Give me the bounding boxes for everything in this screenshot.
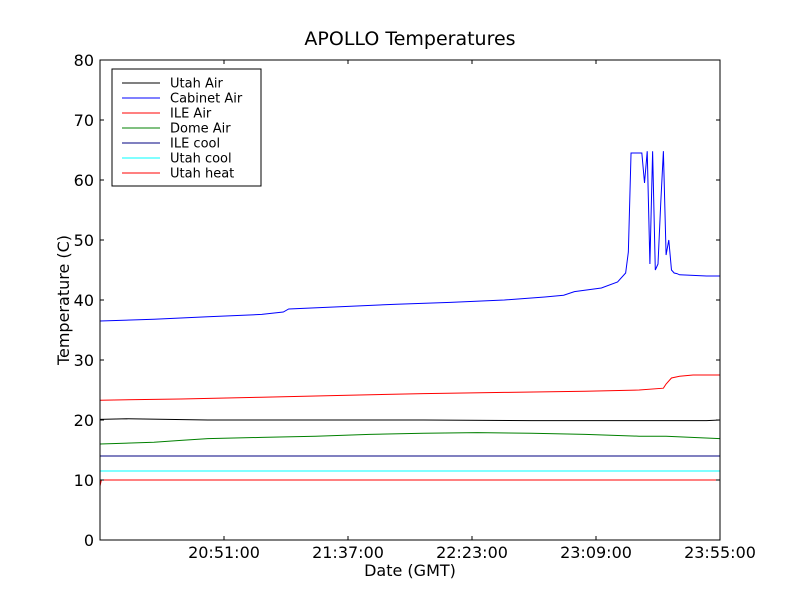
y-tick-label: 40 xyxy=(74,291,94,310)
y-tick-label: 20 xyxy=(74,411,94,430)
legend-label-cabinet-air: Cabinet Air xyxy=(170,92,243,107)
legend-label-utah-heat: Utah heat xyxy=(170,167,234,182)
x-tick-label: 23:55:00 xyxy=(684,543,756,562)
chart-title: APOLLO Temperatures xyxy=(304,28,515,50)
y-tick-label: 70 xyxy=(74,111,94,130)
y-tick-label: 30 xyxy=(74,351,94,370)
y-axis-title: Temperature (C) xyxy=(54,235,73,366)
x-tick-label: 20:51:00 xyxy=(188,543,260,562)
series-line-dome-air xyxy=(99,432,721,445)
series-line-cabinet-air xyxy=(99,151,720,322)
x-tick-label: 23:09:00 xyxy=(560,543,632,562)
x-tick-label: 21:37:00 xyxy=(312,543,384,562)
series-layer xyxy=(99,151,721,487)
legend-label-utah-air: Utah Air xyxy=(170,77,223,92)
legend-label-ile-cool: ILE cool xyxy=(170,137,220,152)
series-line-utah-air xyxy=(99,418,721,422)
y-tick-label: 60 xyxy=(74,171,94,190)
series-line-ile-air xyxy=(99,374,720,401)
y-tick-label: 10 xyxy=(74,471,94,490)
y-tick-label: 50 xyxy=(74,231,94,250)
x-axis-title: Date (GMT) xyxy=(364,561,456,580)
y-tick-label: 0 xyxy=(84,531,94,550)
tick-layer: 0 10 20 30 40 50 60 70 80 20:51:00 21:37:00 22:23:0… xyxy=(74,51,756,562)
legend-label-dome-air: Dome Air xyxy=(170,122,231,137)
y-tick-label: 80 xyxy=(74,51,94,70)
legend-label-ile-air: ILE Air xyxy=(170,107,212,122)
legend-label-utah-cool: Utah cool xyxy=(170,152,232,167)
x-tick-label: 22:23:00 xyxy=(436,543,508,562)
